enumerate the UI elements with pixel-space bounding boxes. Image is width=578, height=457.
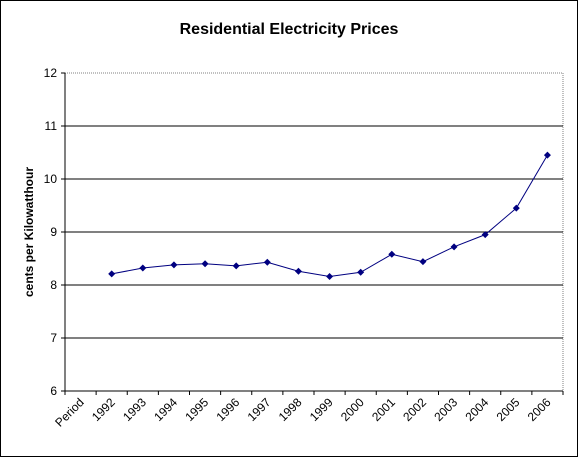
x-tick-label: 1994 (151, 395, 180, 424)
x-tick-label: 1993 (120, 395, 149, 424)
y-tick-label: 9 (50, 225, 57, 239)
y-tick-label: 7 (50, 331, 57, 345)
data-point (543, 151, 551, 159)
plot-area: 6 7 8 9 10 11 12 Period 1992 1993 1994 1995 1996 1997… (44, 66, 564, 430)
x-tick-label: 1992 (89, 395, 118, 424)
x-tick-label: 1999 (307, 395, 336, 424)
data-point (108, 270, 116, 278)
data-point (357, 268, 365, 276)
x-tick-label: 1997 (245, 395, 274, 424)
data-point (450, 243, 458, 251)
x-tick-label: 2005 (494, 395, 523, 424)
x-tick-label: 1995 (182, 395, 211, 424)
y-tick-label: 6 (50, 384, 57, 398)
data-point (481, 231, 489, 239)
data-point (419, 258, 427, 266)
y-tick-label: 10 (44, 172, 58, 186)
data-point (294, 267, 302, 275)
y-tick-label: 12 (44, 66, 58, 80)
data-point (139, 264, 147, 272)
x-tick-label: 1996 (214, 395, 243, 424)
x-tick-label: Period (52, 395, 86, 429)
chart-title: Residential Electricity Prices (180, 21, 399, 38)
y-tick-label: 11 (45, 119, 58, 133)
data-point (263, 258, 271, 266)
x-tick-label: 1998 (276, 395, 305, 424)
x-tick-label: 2001 (369, 395, 398, 424)
data-point (201, 260, 209, 268)
x-tick-label: 2000 (338, 395, 367, 424)
y-tick-label: 8 (50, 278, 57, 292)
data-point (512, 204, 520, 212)
data-point (388, 250, 396, 258)
series-line (111, 154, 548, 278)
data-point (232, 262, 240, 270)
data-point (170, 261, 178, 269)
x-tick-label: 2004 (463, 395, 492, 424)
x-tick-label: 2006 (525, 395, 554, 424)
x-tick-label: 2003 (431, 395, 460, 424)
x-tick-label: 2002 (400, 395, 429, 424)
data-point (326, 273, 334, 281)
y-axis-label: cents per Kilowatthour (22, 167, 36, 297)
